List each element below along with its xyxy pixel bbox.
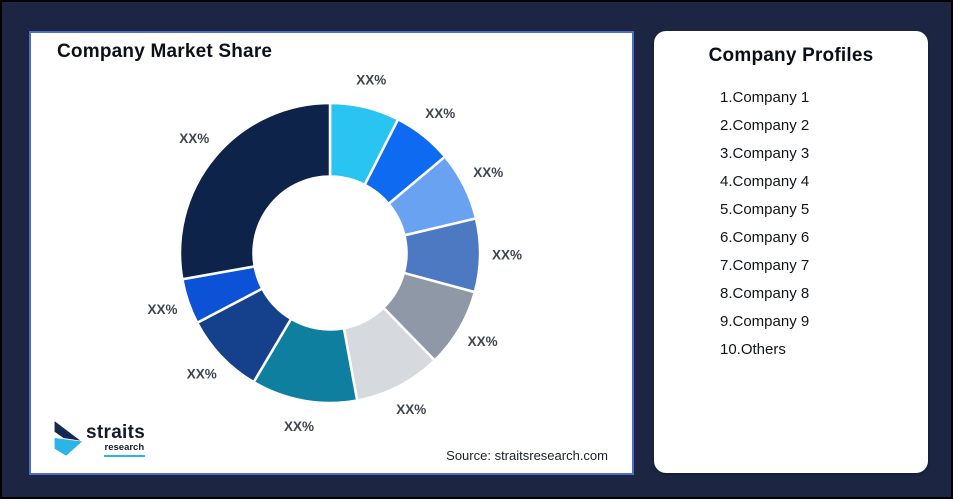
profile-list-item: 6.Company 6 — [720, 229, 810, 246]
profile-list-item: 3.Company 3 — [720, 145, 810, 162]
profile-list-item: 10.Others — [720, 341, 786, 358]
profile-list-item: 5.Company 5 — [720, 201, 810, 218]
profile-list-item: 4.Company 4 — [720, 173, 810, 190]
profiles-title: Company Profiles — [708, 45, 874, 66]
company-profiles-card: Company Profiles 1.Company 1 2.Company 2… — [654, 31, 928, 473]
profile-list-item: 9.Company 9 — [720, 313, 810, 330]
profiles-list: 1.Company 1 2.Company 2 3.Company 3 4.Co… — [720, 84, 928, 364]
profile-list-item: 1.Company 1 — [720, 89, 810, 106]
logo-text: straits research — [86, 422, 146, 457]
logo-brand-label: straits — [86, 422, 146, 443]
profile-list-item: 7.Company 7 — [720, 257, 810, 274]
logo-sub-label: research — [103, 442, 146, 457]
straits-logo-icon — [54, 421, 83, 456]
profile-list-item: 8.Company 8 — [720, 285, 810, 302]
profile-list-item: 2.Company 2 — [720, 117, 810, 134]
source-note: Source: straitsresearch.com — [446, 448, 608, 463]
straits-research-logo: straits research — [51, 419, 146, 457]
chart-title: Company Market Share — [57, 41, 273, 62]
market-share-card: Company Market Share Source: straitsrese… — [29, 31, 634, 475]
